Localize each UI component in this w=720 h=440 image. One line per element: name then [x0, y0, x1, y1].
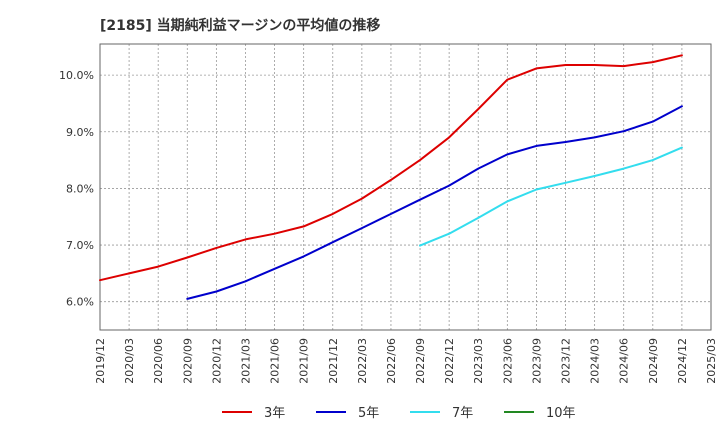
x-tick-label: 2020/06: [152, 338, 165, 384]
x-tick-label: 2021/12: [327, 338, 340, 384]
x-tick-label: 2025/03: [705, 338, 718, 384]
x-tick-label: 2020/09: [181, 338, 194, 384]
series-line: [99, 54, 683, 282]
x-tick-label: 2024/12: [676, 338, 689, 384]
x-tick-label: 2024/09: [647, 338, 660, 384]
legend-label: 7年: [452, 406, 473, 421]
x-tick-label: 2021/06: [269, 338, 282, 384]
legend-label: 10年: [546, 406, 576, 421]
x-tick-label: 2019/12: [94, 338, 107, 384]
x-tick-label: 2020/12: [210, 338, 223, 384]
x-tick-label: 2022/06: [385, 338, 398, 384]
x-tick-label: 2023/03: [472, 338, 485, 384]
legend-label: 5年: [358, 406, 379, 421]
y-tick-label: 7.0%: [66, 239, 94, 252]
y-tick-label: 10.0%: [59, 69, 94, 82]
x-tick-label: 2022/09: [414, 338, 427, 384]
grid: [99, 44, 712, 330]
legend: 3年 5年 7年 10年: [222, 406, 576, 421]
x-tick-label: 2024/06: [618, 338, 631, 384]
x-tick-label: 2023/12: [560, 338, 573, 384]
x-tick-label: 2022/03: [356, 338, 369, 384]
y-tick-label: 6.0%: [66, 296, 94, 309]
legend-label: 3年: [264, 406, 285, 421]
series-line: [419, 146, 683, 247]
legend-item: 7年: [410, 406, 473, 421]
y-tick-label: 8.0%: [66, 182, 94, 195]
x-tick-label: 2021/03: [239, 338, 252, 384]
legend-item: 10年: [504, 406, 576, 421]
x-tick-label: 2024/03: [589, 338, 602, 384]
series-lines: [99, 54, 683, 300]
chart-title: [2185] 当期純利益マージンの平均値の推移: [100, 17, 380, 34]
x-tick-label: 2023/06: [501, 338, 514, 384]
x-tick-label: 2023/09: [530, 338, 543, 384]
y-tick-label: 9.0%: [66, 126, 94, 139]
series-line: [186, 105, 683, 300]
plot-frame: [99, 43, 712, 331]
x-axis-ticks: 2019/12 2020/03 2020/06 2020/09 2020/12 2021/…: [94, 338, 718, 384]
x-tick-label: 2020/03: [123, 338, 136, 384]
y-axis-ticks: 6.0% 7.0% 8.0% 9.0% 10.0%: [59, 69, 94, 309]
x-tick-label: 2021/09: [298, 338, 311, 384]
legend-item: 5年: [316, 406, 379, 421]
x-tick-label: 2022/12: [443, 338, 456, 384]
legend-item: 3年: [222, 406, 285, 421]
